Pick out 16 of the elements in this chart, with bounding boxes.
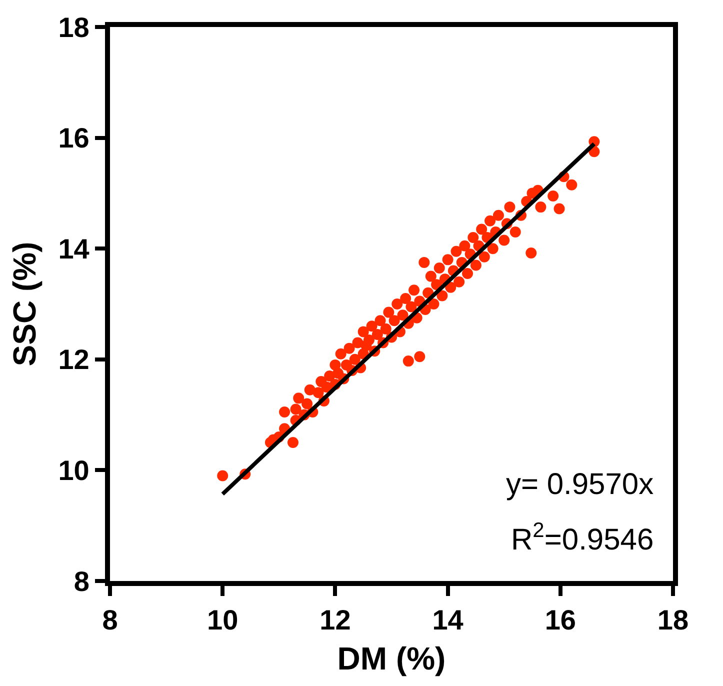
x-tick-label: 16	[544, 604, 576, 636]
x-tick-label: 14	[432, 604, 464, 636]
y-tick-label: 18	[58, 12, 90, 43]
y-axis-title: SSC (%)	[6, 242, 43, 366]
y-tick-label: 8	[74, 566, 90, 597]
x-tick-label: 18	[657, 604, 689, 636]
y-tick-label: 16	[58, 122, 90, 154]
y-tick-label: 12	[58, 344, 90, 376]
y-tick-label: 10	[58, 455, 90, 486]
y-tick-label: 14	[58, 233, 90, 264]
annotation: y= 0.9570x	[506, 468, 654, 501]
x-axis-title: DM (%)	[337, 640, 446, 676]
annotation: R$^{2}$=0.9546	[511, 519, 654, 557]
x-tick-label: 10	[207, 604, 238, 636]
x-tick-label: 12	[320, 604, 351, 636]
x-tick-label: 8	[102, 604, 118, 636]
